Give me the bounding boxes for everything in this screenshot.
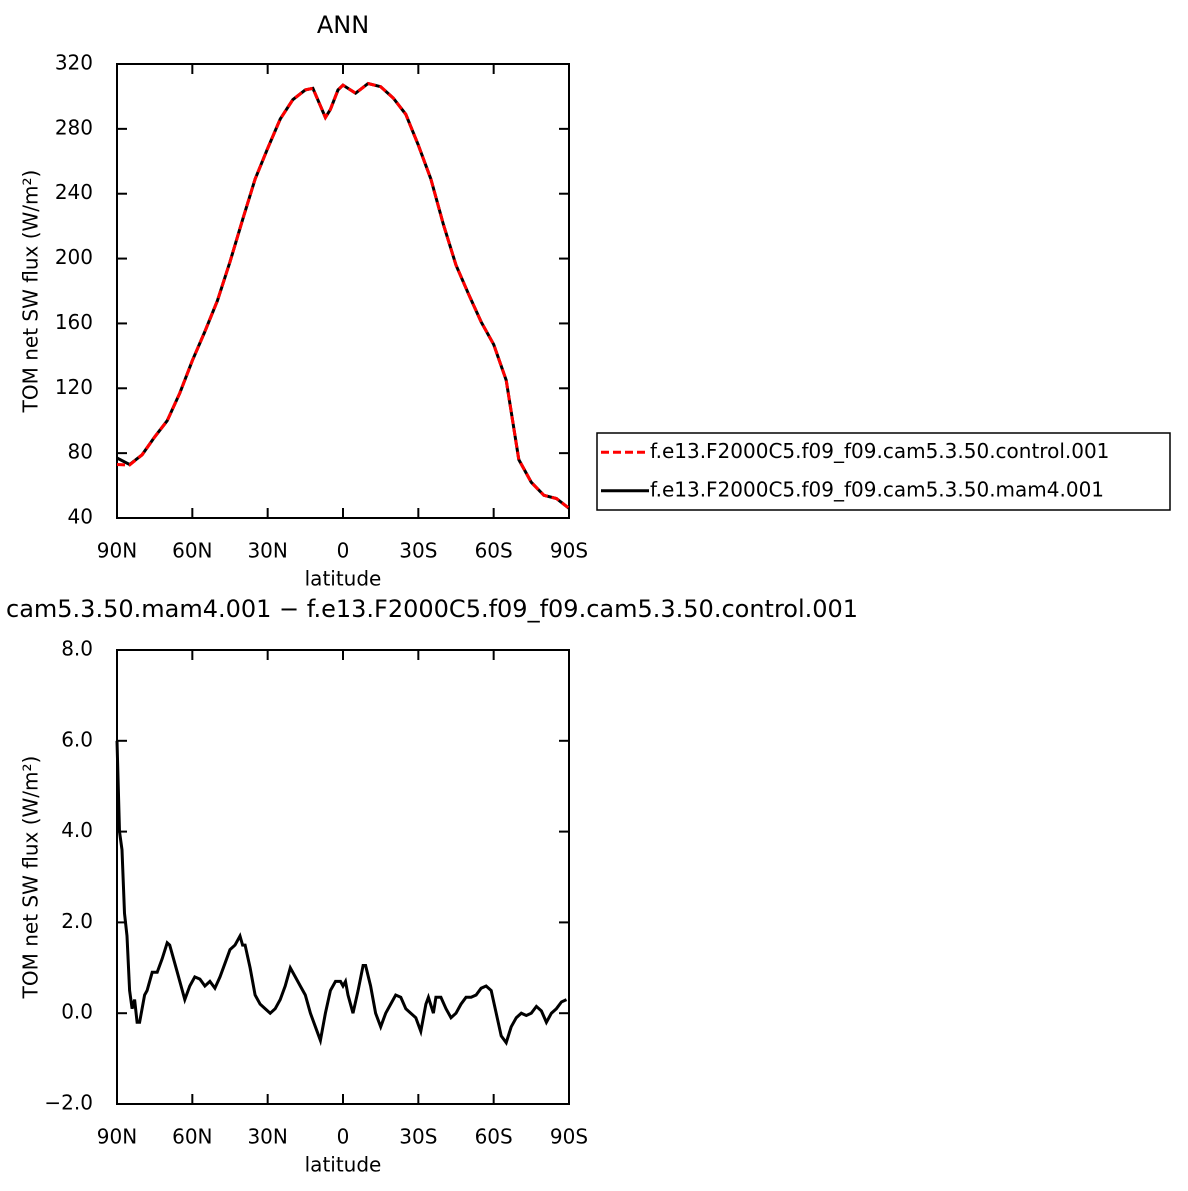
data-line: [116, 81, 570, 510]
x-tick-label: 30N: [247, 1125, 287, 1149]
y-tick-label: 200: [55, 245, 93, 269]
x-tick-label: 30S: [399, 1125, 437, 1149]
x-axis-label: latitude: [305, 567, 382, 591]
x-tick-label: 90S: [550, 539, 588, 563]
y-tick-label: −2.0: [44, 1091, 93, 1115]
y-tick-label: 280: [55, 115, 93, 139]
y-tick-label: 8.0: [61, 637, 93, 661]
x-tick-label: 30S: [399, 539, 437, 563]
data-line: [115, 740, 568, 1047]
legend-label: f.e13.F2000C5.f09_f09.cam5.3.50.mam4.001: [650, 477, 1104, 501]
x-axis-label: latitude: [305, 1153, 382, 1177]
x-tick-label: 30N: [247, 539, 287, 563]
x-tick-label: 0: [337, 1125, 350, 1149]
x-tick-label: 60N: [172, 539, 212, 563]
legend-label: f.e13.F2000C5.f09_f09.cam5.3.50.control.…: [650, 439, 1109, 463]
x-tick-label: 60S: [475, 539, 513, 563]
y-axis-label: TOM net SW flux (W/m²): [19, 756, 43, 1000]
y-tick-label: 160: [55, 310, 93, 334]
x-tick-label: 90N: [97, 539, 137, 563]
y-tick-label: 40: [68, 505, 93, 529]
y-tick-label: 120: [55, 375, 93, 399]
y-tick-label: 4.0: [61, 818, 93, 842]
x-tick-label: 0: [337, 539, 350, 563]
legend-box: [596, 432, 1171, 511]
plot-frame: [116, 63, 570, 519]
x-tick-label: 60N: [172, 1125, 212, 1149]
y-tick-label: 240: [55, 180, 93, 204]
y-tick-label: 0.0: [61, 1000, 93, 1024]
y-axis-label: TOM net SW flux (W/m²): [19, 170, 43, 414]
y-tick-label: 320: [55, 51, 93, 75]
y-tick-label: 2.0: [61, 909, 93, 933]
y-tick-label: 6.0: [61, 727, 93, 751]
y-tick-label: 80: [68, 440, 93, 464]
x-tick-label: 90S: [550, 1125, 588, 1149]
x-tick-label: 90N: [97, 1125, 137, 1149]
x-tick-label: 60S: [475, 1125, 513, 1149]
chart-title: ANN: [317, 11, 369, 39]
data-line: [116, 81, 570, 510]
chart-title: cam5.3.50.mam4.001 − f.e13.F2000C5.f09_f…: [6, 595, 858, 623]
